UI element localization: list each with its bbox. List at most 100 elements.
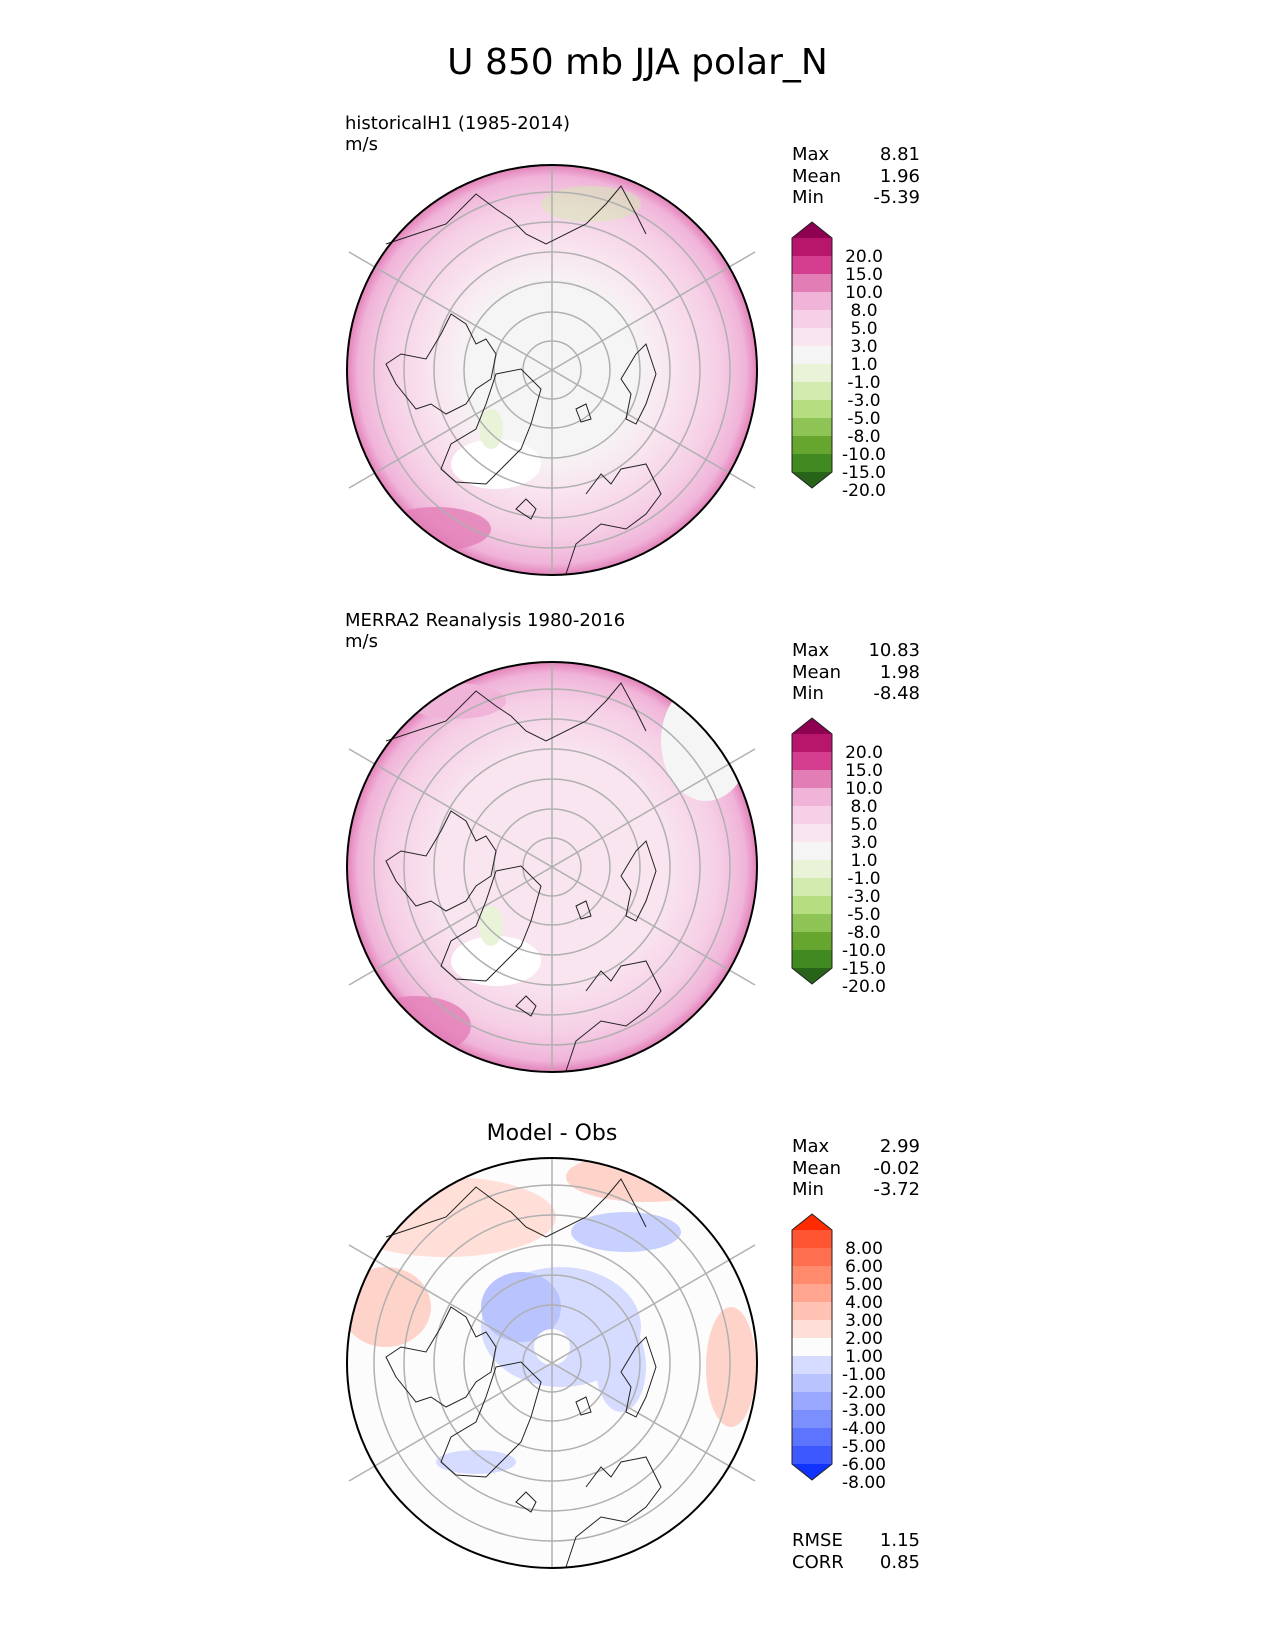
panel-1-polar-map [346,164,758,576]
colorbar-extend-max [792,718,832,734]
colorbar-tick-label: -8.00 [842,1473,886,1493]
colorbar-segment [792,1284,832,1303]
colorbar-segment [792,1428,832,1447]
colorbar-tick-label: 3.0 [850,833,877,853]
colorbar-tick-label: -3.0 [847,887,880,907]
field-shading [381,507,491,551]
colorbar-tick-label: 1.0 [850,851,877,871]
panel-1-stats: Max 8.81 Mean 1.96 Min -5.39 [792,144,920,209]
stat-value: 1.98 [879,661,920,683]
field-shading [706,1307,756,1427]
colorbar-segment [792,914,832,933]
graticule [348,1158,756,1568]
colorbar-tick-label: 8.0 [850,797,877,817]
colorbar-segment [792,418,832,437]
stat-value: 1.96 [879,165,920,187]
colorbar-segment [792,860,832,879]
colorbar-tick-label: -3.0 [847,391,880,411]
stat-value: 10.83 [868,640,920,661]
colorbar-tick-label: 8.00 [845,1239,883,1259]
colorbar-tick-label: 15.0 [845,265,883,285]
field-shading [406,683,506,719]
colorbar-tick-label: -15.0 [842,463,886,483]
stat-label: Mean [792,661,842,683]
graticule [348,662,756,1072]
colorbar-tick-label: 5.0 [850,815,877,835]
stat-value: -5.39 [873,187,920,208]
colorbar-segment [792,1338,832,1357]
colorbar-segment [792,382,832,401]
field-shading [596,1322,646,1412]
metric-value: 1.15 [879,1530,920,1551]
colorbar-tick-label: 3.00 [845,1311,883,1331]
colorbar-tick-label: -15.0 [842,959,886,979]
colorbar-tick-label: -20.0 [842,481,886,501]
colorbar-tick-label: 5.0 [850,319,877,339]
stat-value: -0.02 [873,1157,920,1179]
metric-value: 0.85 [879,1551,920,1573]
panel-3-polar-map [346,1157,758,1569]
panel-2-title-line1: MERRA2 Reanalysis 1980-2016 [345,610,626,631]
panel-3-title: Model - Obs [486,1121,618,1146]
colorbar-tick-label: -1.0 [847,373,880,393]
field-shading [481,1272,561,1342]
stat-label: Max [792,640,830,661]
colorbar-tick-label: 20.0 [845,743,883,763]
colorbar-segment [792,770,832,789]
colorbar-segment [792,328,832,347]
field-shading [479,906,503,946]
coastlines [385,1178,662,1568]
panel-3-colorbar: 8.006.005.004.003.002.001.00-1.00-2.00-3… [791,1213,886,1493]
stat-label: Max [792,144,830,165]
field-shading [479,409,503,449]
colorbar-tick-label: 1.0 [850,355,877,375]
colorbar-tick-label: 20.0 [845,247,883,267]
stat-value: -8.48 [873,683,920,704]
colorbar-tick-label: 6.00 [845,1257,883,1277]
map-boundary [346,164,758,576]
colorbar-segment [792,1230,832,1249]
colorbar-segment [792,436,832,455]
colorbar-segment [792,1374,832,1393]
colorbar-tick-label: -2.00 [842,1383,886,1403]
colorbar-segment [792,1248,832,1267]
colorbar-segment [792,310,832,329]
colorbar-outline [791,221,833,489]
stat-label: Min [792,187,824,208]
panel-1-title-line1: historicalH1 (1985-2014) [345,113,571,134]
colorbar-segment [792,788,832,807]
colorbar-extend-min [792,1464,832,1480]
colorbar-tick-label: -4.00 [842,1419,886,1439]
colorbar-tick-label: 2.00 [845,1329,883,1349]
metric-label: RMSE [792,1530,843,1551]
stat-label: Mean [792,165,842,187]
colorbar-tick-label: 5.00 [845,1275,883,1295]
panel-2-title: MERRA2 Reanalysis 1980-2016 m/s [345,610,625,652]
stat-value: 2.99 [879,1136,920,1157]
colorbar-segment [792,256,832,275]
colorbar-tick-label: 10.0 [845,779,883,799]
colorbar-segment [792,1410,832,1429]
map-boundary [346,1157,758,1569]
colorbar-segment [792,932,832,951]
colorbar-extend-min [792,968,832,984]
colorbar-tick-label: -6.00 [842,1455,886,1475]
colorbar-segment [792,1320,832,1339]
colorbar-tick-label: -20.0 [842,977,886,997]
colorbar-segment [792,1392,832,1411]
field-shading [566,1158,726,1202]
colorbar-segment [792,842,832,861]
colorbar-tick-label: -10.0 [842,941,886,961]
stat-label: Min [792,683,824,704]
field-shading [436,1450,516,1474]
map-boundary [346,661,758,1073]
stat-label: Max [792,1136,830,1157]
colorbar-tick-label: -3.00 [842,1401,886,1421]
colorbar-tick-label: 1.00 [845,1347,883,1367]
panel-1-colorbar: 20.015.010.08.05.03.01.0-1.0-3.0-5.0-8.0… [791,221,886,501]
colorbar-tick-label: -1.0 [847,869,880,889]
figure-title: U 850 mb JJA polar_N [447,42,828,83]
colorbar-tick-label: -1.00 [842,1365,886,1385]
stat-value: 8.81 [879,144,920,165]
colorbar-segment [792,292,832,311]
